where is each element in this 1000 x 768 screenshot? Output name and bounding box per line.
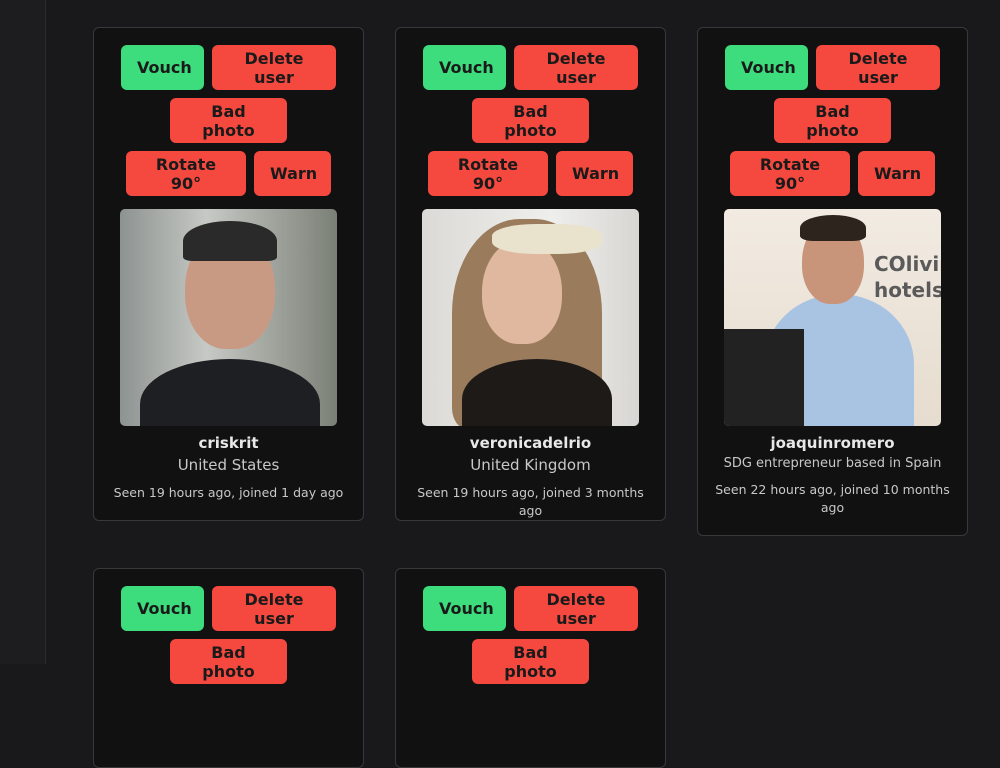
username[interactable]: criskrit: [198, 434, 259, 452]
profile-photo[interactable]: COliving hotels: [724, 209, 941, 426]
rotate-button[interactable]: Rotate 90°: [428, 151, 548, 196]
username[interactable]: veronicadelrio: [469, 434, 592, 452]
activity-text: Seen 19 hours ago, joined 3 months ago: [417, 485, 644, 518]
user-card: Vouch Delete user Bad photo: [395, 568, 666, 768]
vouch-button[interactable]: Vouch: [725, 45, 808, 90]
delete-user-button[interactable]: Delete user: [212, 586, 336, 631]
profile-photo[interactable]: [120, 209, 337, 426]
warn-button[interactable]: Warn: [556, 151, 633, 196]
rotate-button[interactable]: Rotate 90°: [730, 151, 850, 196]
user-card: Vouch Delete user Bad photo Rotate 90° War…: [395, 27, 666, 521]
user-bio: United Kingdom: [470, 456, 591, 474]
user-card: Vouch Delete user Bad photo Rotate 90° War…: [93, 27, 364, 521]
warn-button[interactable]: Warn: [858, 151, 935, 196]
user-bio: SDG entrepreneur based in Spain: [723, 456, 942, 471]
photo-logo-text: COliving hotels: [874, 252, 941, 302]
vouch-button[interactable]: Vouch: [423, 45, 506, 90]
delete-user-button[interactable]: Delete user: [514, 586, 638, 631]
bad-photo-button[interactable]: Bad photo: [472, 98, 589, 143]
vouch-button[interactable]: Vouch: [423, 586, 506, 631]
delete-user-button[interactable]: Delete user: [514, 45, 638, 90]
rotate-button[interactable]: Rotate 90°: [126, 151, 246, 196]
user-bio: United States: [177, 456, 280, 474]
vouch-button[interactable]: Vouch: [121, 45, 204, 90]
vouch-button[interactable]: Vouch: [121, 586, 204, 631]
bad-photo-button[interactable]: Bad photo: [774, 98, 891, 143]
username[interactable]: joaquinromero: [770, 434, 895, 452]
profile-photo[interactable]: [422, 209, 639, 426]
activity-text: Seen 19 hours ago, joined 1 day ago: [113, 485, 344, 500]
activity-text: Seen 22 hours ago, joined 10 months ago: [715, 482, 950, 515]
warn-button[interactable]: Warn: [254, 151, 331, 196]
user-card: Vouch Delete user Bad photo Rotate 90° War…: [697, 27, 968, 536]
delete-user-button[interactable]: Delete user: [212, 45, 336, 90]
delete-user-button[interactable]: Delete user: [816, 45, 940, 90]
bad-photo-button[interactable]: Bad photo: [170, 639, 287, 684]
user-card: Vouch Delete user Bad photo: [93, 568, 364, 768]
bad-photo-button[interactable]: Bad photo: [170, 98, 287, 143]
sidebar: [0, 0, 46, 664]
bad-photo-button[interactable]: Bad photo: [472, 639, 589, 684]
